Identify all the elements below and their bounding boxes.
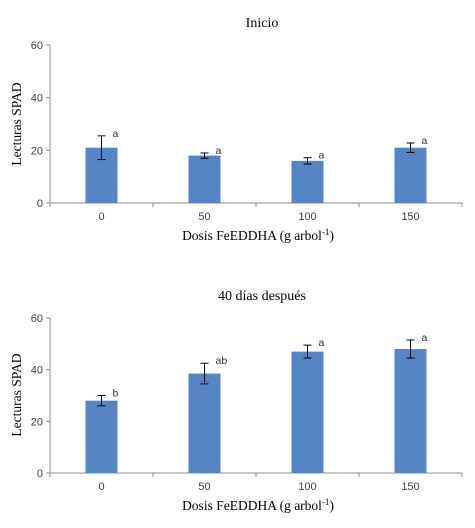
error-bar (406, 142, 415, 153)
x-tick-label: 50 (198, 211, 210, 223)
bar (291, 351, 324, 473)
x-tick-label: 100 (298, 481, 316, 493)
y-tick-label: 60 (31, 313, 43, 325)
bar (394, 349, 427, 473)
y-axis-label: Lecturas SPAD (9, 353, 24, 436)
x-axis-label-main: Dosis FeEDDHA (g arbol (182, 228, 322, 243)
x-axis-label-superscript: -1 (322, 227, 330, 237)
significance-label: a (216, 145, 222, 157)
bar (291, 160, 324, 203)
y-tick-label: 60 (31, 40, 43, 52)
x-axis-label-main: Dosis FeEDDHA (g arbol (182, 498, 322, 513)
y-tick-label: 0 (37, 468, 43, 480)
x-tick-label: 50 (198, 481, 210, 493)
error-bar (97, 395, 106, 407)
significance-label: a (113, 128, 119, 140)
error-bar (303, 344, 312, 359)
bar (394, 147, 427, 203)
bar (188, 155, 221, 203)
x-axis-label: Dosis FeEDDHA (g arbol-1) (182, 497, 334, 513)
chart-panel-2: 40 días después Lecturas SPAD 0 20 40 60 b 0 ab 5… (9, 289, 463, 513)
y-axis-label: Lecturas SPAD (9, 82, 24, 165)
significance-label: a (422, 135, 428, 147)
x-tick-label: 0 (98, 481, 104, 493)
bar (188, 373, 221, 473)
error-bar (406, 339, 415, 359)
x-axis-label-end: ) (329, 498, 334, 513)
x-tick-label: 150 (401, 211, 419, 223)
chart-title: 40 días después (218, 289, 306, 304)
x-axis-label-end: ) (329, 228, 334, 243)
x-tick-label: 100 (298, 211, 316, 223)
y-tick-label: 40 (31, 93, 43, 105)
y-tick-label: 20 (31, 145, 43, 157)
error-bar (200, 152, 209, 159)
chart-title: Inicio (246, 16, 279, 31)
y-tick-label: 40 (31, 365, 43, 377)
y-tick-label: 0 (37, 198, 43, 210)
chart-panel-1: Inicio Lecturas SPAD 0 20 40 60 a 0 a 50 a 100 a 150 D… (9, 16, 463, 243)
x-tick-label: 150 (401, 481, 419, 493)
bar (85, 400, 118, 473)
significance-label: b (113, 388, 119, 400)
error-bar (303, 157, 312, 165)
error-bar (200, 362, 209, 385)
x-axis-label: Dosis FeEDDHA (g arbol-1) (182, 227, 334, 243)
significance-label: a (422, 332, 428, 344)
significance-label: a (319, 337, 325, 349)
significance-label: a (319, 150, 325, 162)
y-tick-label: 20 (31, 416, 43, 428)
x-axis-label-superscript: -1 (322, 497, 330, 507)
x-tick-label: 0 (98, 211, 104, 223)
significance-label: ab (216, 355, 228, 367)
error-bar (97, 135, 106, 161)
